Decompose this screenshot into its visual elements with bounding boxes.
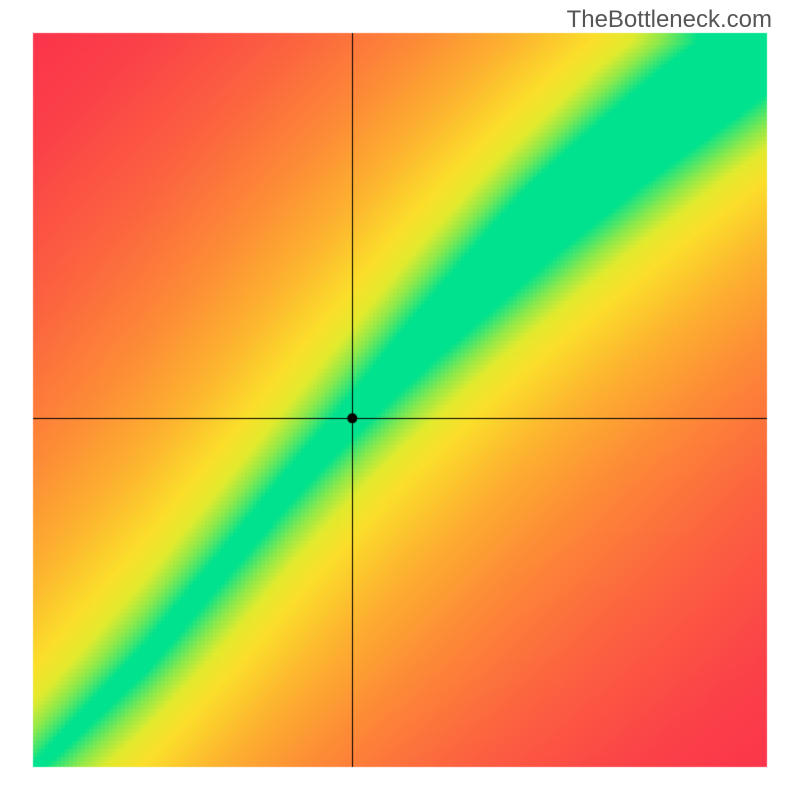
chart-container: { "chart": { "type": "heatmap", "width":… (0, 0, 800, 800)
bottleneck-heatmap (0, 0, 800, 800)
watermark-text: TheBottleneck.com (567, 6, 772, 34)
